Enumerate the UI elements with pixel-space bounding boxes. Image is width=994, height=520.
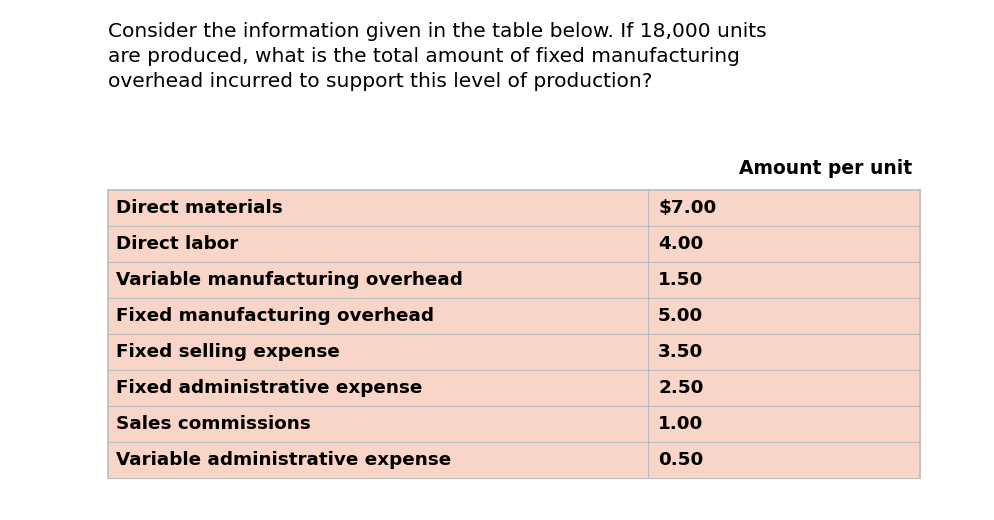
- Text: 5.00: 5.00: [657, 307, 703, 325]
- Text: Consider the information given in the table below. If 18,000 units
are produced,: Consider the information given in the ta…: [108, 22, 765, 91]
- Bar: [108, 190, 919, 226]
- Bar: [108, 334, 919, 370]
- Text: 4.00: 4.00: [657, 235, 703, 253]
- Text: Variable administrative expense: Variable administrative expense: [116, 451, 451, 469]
- Text: $7.00: $7.00: [657, 199, 716, 217]
- Bar: [108, 370, 919, 406]
- Bar: [108, 226, 919, 262]
- Text: Fixed administrative expense: Fixed administrative expense: [116, 379, 421, 397]
- Text: Amount per unit: Amount per unit: [739, 159, 911, 178]
- Text: Fixed manufacturing overhead: Fixed manufacturing overhead: [116, 307, 433, 325]
- Text: Sales commissions: Sales commissions: [116, 415, 310, 433]
- Text: Direct labor: Direct labor: [116, 235, 238, 253]
- Bar: [108, 262, 919, 298]
- Text: 0.50: 0.50: [657, 451, 703, 469]
- Text: 1.00: 1.00: [657, 415, 703, 433]
- Text: Direct materials: Direct materials: [116, 199, 282, 217]
- Text: Fixed selling expense: Fixed selling expense: [116, 343, 340, 361]
- Text: 3.50: 3.50: [657, 343, 703, 361]
- Text: 2.50: 2.50: [657, 379, 703, 397]
- Bar: [108, 298, 919, 334]
- Text: Variable manufacturing overhead: Variable manufacturing overhead: [116, 271, 462, 289]
- Text: 1.50: 1.50: [657, 271, 703, 289]
- Bar: [108, 442, 919, 478]
- Bar: [108, 406, 919, 442]
